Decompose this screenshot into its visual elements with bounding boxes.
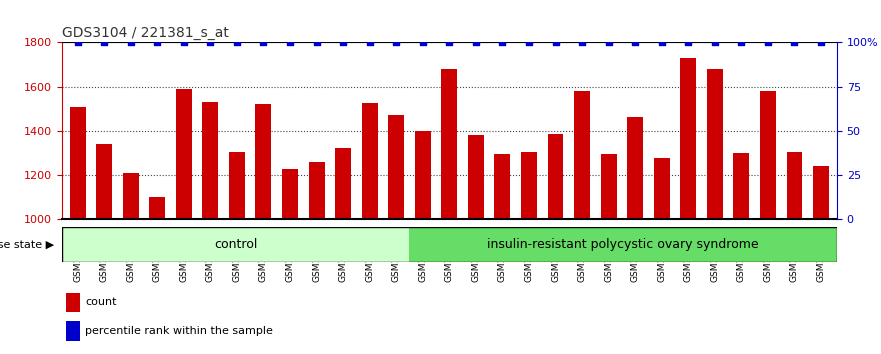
Point xyxy=(469,40,483,45)
Point xyxy=(416,40,430,45)
Point xyxy=(602,40,616,45)
Bar xyxy=(255,104,271,354)
Point xyxy=(150,40,164,45)
Point xyxy=(761,40,775,45)
Bar xyxy=(494,154,510,354)
Bar xyxy=(415,131,431,354)
Point xyxy=(177,40,191,45)
Text: control: control xyxy=(214,238,257,251)
Point xyxy=(628,40,642,45)
Bar xyxy=(362,103,378,354)
Bar xyxy=(176,89,192,354)
Text: GDS3104 / 221381_s_at: GDS3104 / 221381_s_at xyxy=(62,26,228,40)
Bar xyxy=(760,91,776,354)
Point xyxy=(735,40,749,45)
Point xyxy=(70,40,85,45)
Point xyxy=(681,40,695,45)
Point xyxy=(309,40,323,45)
Text: insulin-resistant polycystic ovary syndrome: insulin-resistant polycystic ovary syndr… xyxy=(487,238,759,251)
Bar xyxy=(733,153,750,354)
Bar xyxy=(654,158,670,354)
Point xyxy=(522,40,536,45)
Bar xyxy=(389,115,404,354)
Point xyxy=(336,40,350,45)
Point xyxy=(495,40,509,45)
Bar xyxy=(229,152,245,354)
Point xyxy=(788,40,802,45)
Bar xyxy=(521,152,537,354)
Bar xyxy=(627,116,643,354)
Point xyxy=(123,40,137,45)
Bar xyxy=(548,134,564,354)
Point xyxy=(283,40,297,45)
Bar xyxy=(813,166,829,354)
Bar xyxy=(335,148,351,354)
FancyBboxPatch shape xyxy=(409,227,837,262)
Text: percentile rank within the sample: percentile rank within the sample xyxy=(85,326,273,336)
FancyBboxPatch shape xyxy=(62,227,409,262)
Bar xyxy=(680,58,696,354)
Bar xyxy=(574,91,590,354)
Point xyxy=(442,40,456,45)
Text: disease state ▶: disease state ▶ xyxy=(0,239,54,249)
Bar xyxy=(96,144,112,354)
Bar xyxy=(203,102,218,354)
Bar xyxy=(65,293,79,312)
Bar xyxy=(122,173,138,354)
Point xyxy=(655,40,669,45)
Point xyxy=(97,40,111,45)
Point xyxy=(363,40,377,45)
Bar xyxy=(787,152,803,354)
Bar xyxy=(468,135,484,354)
Point xyxy=(230,40,244,45)
Bar xyxy=(65,321,79,341)
Bar xyxy=(308,162,324,354)
Bar xyxy=(70,107,85,354)
Point xyxy=(204,40,218,45)
Point xyxy=(389,40,403,45)
Point xyxy=(549,40,563,45)
Point xyxy=(707,40,722,45)
Point xyxy=(575,40,589,45)
Bar xyxy=(601,154,617,354)
Point xyxy=(256,40,270,45)
Text: count: count xyxy=(85,297,116,307)
Bar xyxy=(149,198,166,354)
Point xyxy=(814,40,828,45)
Bar xyxy=(441,69,457,354)
Bar xyxy=(282,169,298,354)
Bar xyxy=(707,69,722,354)
